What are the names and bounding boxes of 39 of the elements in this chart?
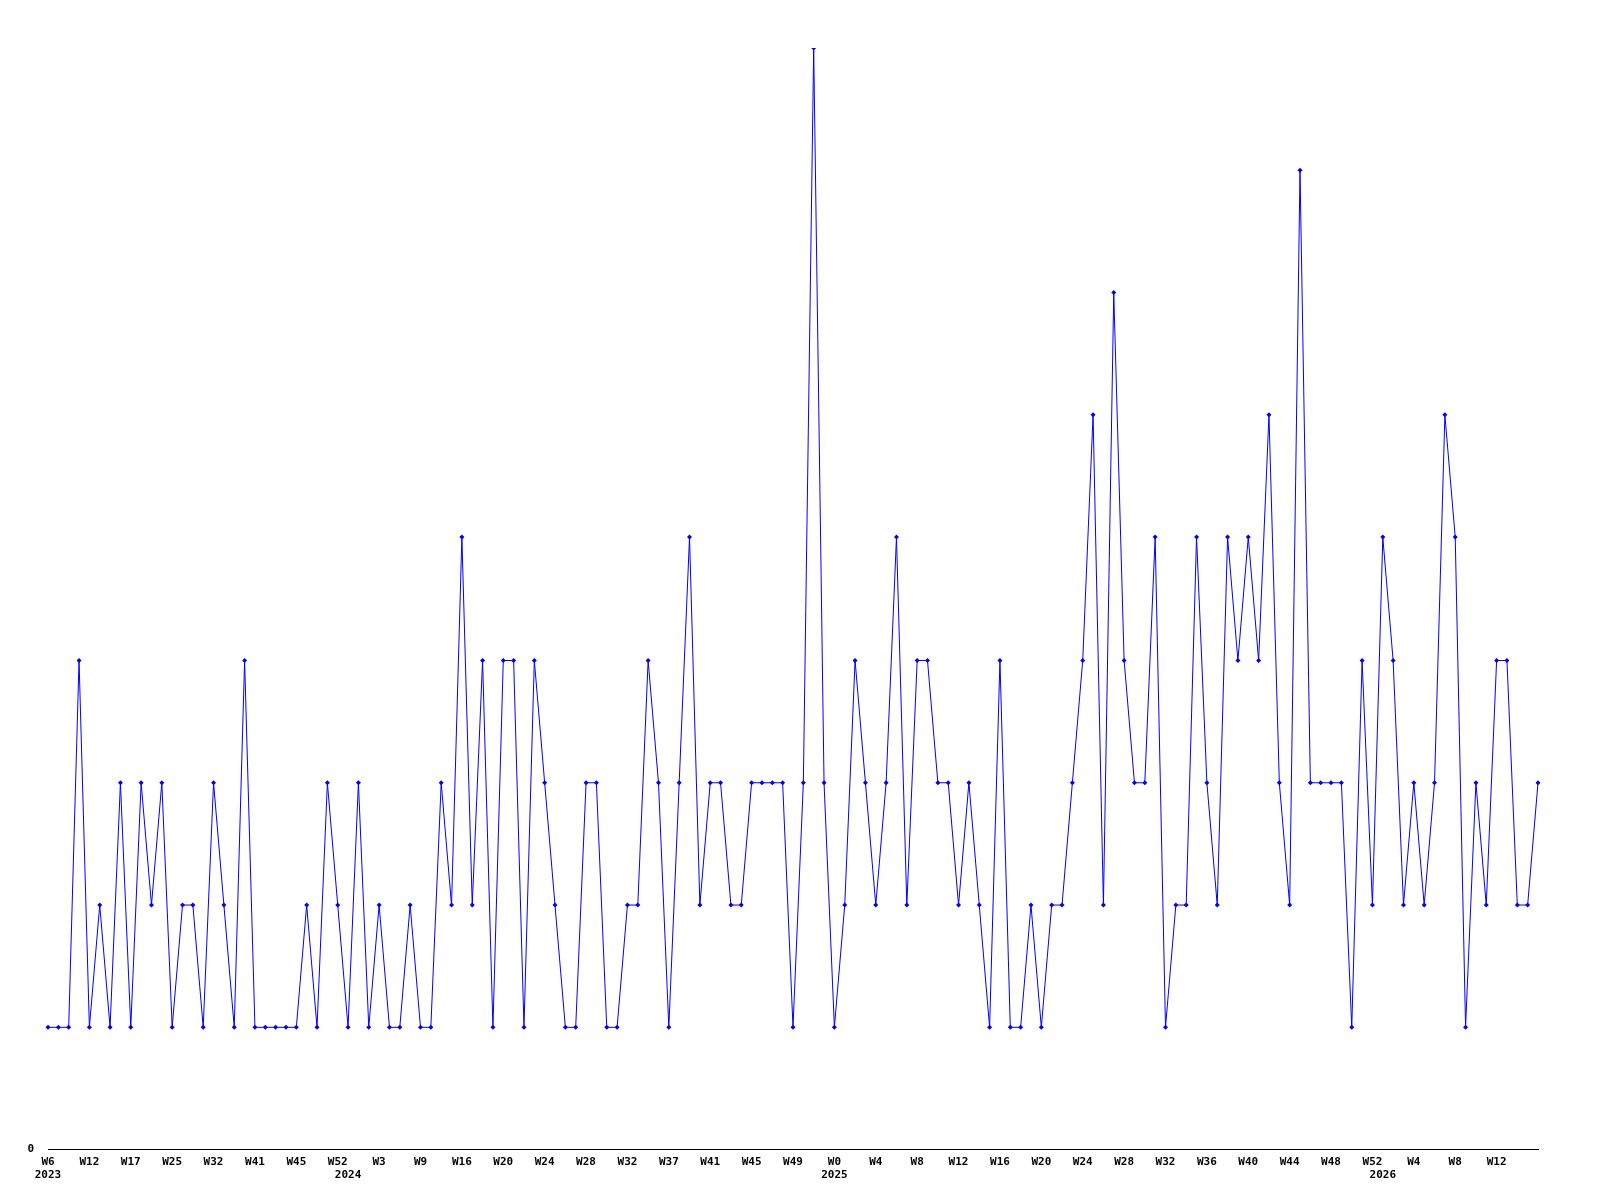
x-tick-label: W40 <box>1238 1155 1259 1169</box>
x-tick-label: W45 <box>741 1155 762 1169</box>
x-tick-label: W20 <box>1031 1155 1052 1169</box>
x-tick-label: W12 <box>1486 1155 1507 1169</box>
x-tick-label: W41 <box>245 1155 266 1169</box>
x-tick-label: W24 <box>1072 1155 1094 1169</box>
x-tick-label: W4 <box>869 1155 883 1169</box>
x-tick-label: W12 <box>79 1155 100 1169</box>
x-tick-label: W32 <box>203 1155 224 1169</box>
x-tick-label: 2026 <box>1369 1168 1397 1182</box>
x-tick-label: W52 <box>327 1155 348 1169</box>
x-tick-label: W32 <box>1155 1155 1176 1169</box>
x-tick-label: W8 <box>1448 1155 1462 1169</box>
x-tick-label: W48 <box>1321 1155 1341 1169</box>
x-tick-label: W52 <box>1362 1155 1383 1169</box>
x-tick-label: W32 <box>617 1155 638 1169</box>
x-tick-label: W6 2023 <box>34 1155 62 1182</box>
x-tick-label: W20 <box>493 1155 514 1169</box>
x-tick-label: W16 <box>990 1155 1011 1169</box>
x-tick-label: W28 <box>1114 1155 1135 1169</box>
x-tick-label: W8 <box>910 1155 924 1169</box>
x-tick-label: W4 <box>1407 1155 1421 1169</box>
x-tick-label: W3 <box>372 1155 386 1169</box>
x-tick-label: W49 <box>783 1155 803 1169</box>
x-tick-label: W24 <box>534 1155 555 1169</box>
x-tick-label: W36 <box>1196 1155 1218 1169</box>
x-tick-label: W44 <box>1279 1155 1300 1169</box>
x-tick-label: W25 <box>162 1155 183 1169</box>
text: 0 <box>27 1142 34 1156</box>
x-tick-label: W45 <box>286 1155 307 1169</box>
x-tick-label: W12 <box>948 1155 969 1169</box>
x-tick-label: W17 <box>120 1155 141 1169</box>
x-tick-label: W16 <box>451 1155 473 1169</box>
x-tick-label: W37 <box>658 1155 679 1169</box>
x-tick-label: W28 <box>576 1155 596 1169</box>
x-tick-label: W0 2025 <box>821 1155 848 1182</box>
x-tick-label: 2024 <box>334 1168 362 1182</box>
x-tick-label: W9 <box>413 1155 428 1169</box>
x-tick-label: W41 <box>700 1155 721 1169</box>
